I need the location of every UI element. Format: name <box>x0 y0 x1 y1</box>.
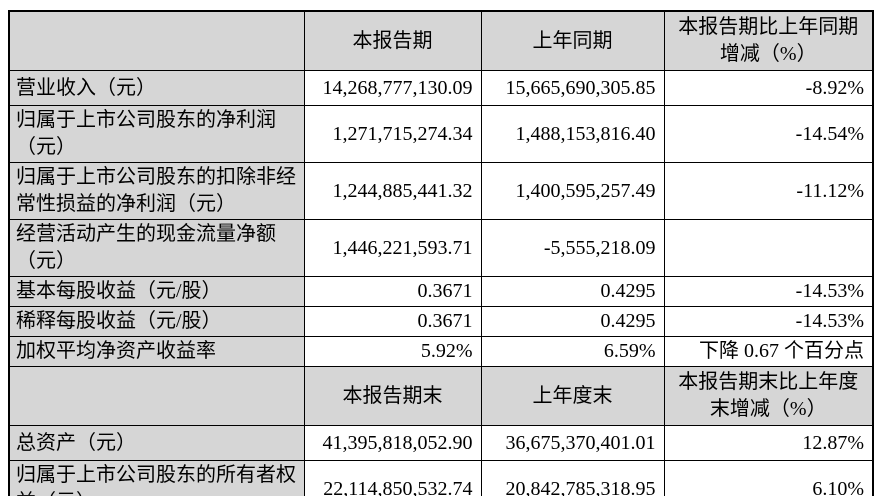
prior-period-cell: 0.4295 <box>480 276 665 307</box>
table-row-operating-cash-flow: 经营活动产生的现金流量净额（元） 1,446,221,593.71 -5,555… <box>8 219 874 277</box>
change-cell: -8.92% <box>663 70 874 106</box>
change-cell: -14.53% <box>663 276 874 307</box>
current-period-cell: 0.3671 <box>303 276 482 307</box>
prior-period-cell: 1,488,153,816.40 <box>480 105 665 163</box>
prior-period-header: 上年同期 <box>480 10 665 71</box>
period-end-header: 本报告期末 <box>303 366 482 426</box>
prior-period-cell: -5,555,218.09 <box>480 219 665 277</box>
change-cell: 6.10% <box>663 460 874 496</box>
financial-summary-table: 本报告期 上年同期 本报告期比上年同期 增减（%） 营业收入（元） 14,268… <box>8 10 874 496</box>
prior-period-cell: 6.59% <box>480 336 665 367</box>
table-row-total-assets: 总资产（元） 41,395,818,052.90 36,675,370,401.… <box>8 425 874 461</box>
metric-label-cell: 总资产（元） <box>8 425 305 461</box>
prior-period-cell: 0.4295 <box>480 306 665 337</box>
change-cell: -14.54% <box>663 105 874 163</box>
change-cell: -14.53% <box>663 306 874 337</box>
metric-label-cell: 归属于上市公司股东的净利润（元） <box>8 105 305 163</box>
metric-label-cell: 归属于上市公司股东的扣除非经常性损益的净利润（元） <box>8 162 305 220</box>
period-end-header-row: 本报告期末 上年度末 本报告期末比上年度 末增减（%） <box>8 366 874 426</box>
prior-period-cell: 1,400,595,257.49 <box>480 162 665 220</box>
metric-label-cell: 经营活动产生的现金流量净额（元） <box>8 219 305 277</box>
prior-period-cell: 15,665,690,305.85 <box>480 70 665 106</box>
current-period-cell: 14,268,777,130.09 <box>303 70 482 106</box>
current-period-cell: 1,244,885,441.32 <box>303 162 482 220</box>
period-end-change-header: 本报告期末比上年度 末增减（%） <box>663 366 874 426</box>
table-row-basic-eps: 基本每股收益（元/股） 0.3671 0.4295 -14.53% <box>8 276 874 307</box>
change-cell: 下降 0.67 个百分点 <box>663 336 874 367</box>
table-row-net-profit-deducted: 归属于上市公司股东的扣除非经常性损益的净利润（元） 1,244,885,441.… <box>8 162 874 220</box>
current-period-cell: 41,395,818,052.90 <box>303 425 482 461</box>
table-row-weighted-roe: 加权平均净资产收益率 5.92% 6.59% 下降 0.67 个百分点 <box>8 336 874 367</box>
period-change-header: 本报告期比上年同期 增减（%） <box>663 10 874 71</box>
prior-period-cell: 20,842,785,318.95 <box>480 460 665 496</box>
table-row-net-profit: 归属于上市公司股东的净利润（元） 1,271,715,274.34 1,488,… <box>8 105 874 163</box>
current-period-cell: 0.3671 <box>303 306 482 337</box>
current-period-cell: 5.92% <box>303 336 482 367</box>
metric-label-cell: 营业收入（元） <box>8 70 305 106</box>
current-period-cell: 22,114,850,532.74 <box>303 460 482 496</box>
change-cell: 12.87% <box>663 425 874 461</box>
change-cell: -11.12% <box>663 162 874 220</box>
metric-label-cell: 稀释每股收益（元/股） <box>8 306 305 337</box>
prior-period-cell: 36,675,370,401.01 <box>480 425 665 461</box>
current-period-cell: 1,446,221,593.71 <box>303 219 482 277</box>
metric-label-cell: 基本每股收益（元/股） <box>8 276 305 307</box>
current-period-header: 本报告期 <box>303 10 482 71</box>
table-row-owners-equity: 归属于上市公司股东的所有者权益（元） 22,114,850,532.74 20,… <box>8 460 874 496</box>
corner-cell <box>8 366 305 426</box>
period-header-row: 本报告期 上年同期 本报告期比上年同期 增减（%） <box>8 10 874 71</box>
table-row-diluted-eps: 稀释每股收益（元/股） 0.3671 0.4295 -14.53% <box>8 306 874 337</box>
change-cell <box>663 219 874 277</box>
metric-label-cell: 归属于上市公司股东的所有者权益（元） <box>8 460 305 496</box>
table-row-revenue: 营业收入（元） 14,268,777,130.09 15,665,690,305… <box>8 70 874 106</box>
corner-cell <box>8 10 305 71</box>
current-period-cell: 1,271,715,274.34 <box>303 105 482 163</box>
prior-year-end-header: 上年度末 <box>480 366 665 426</box>
metric-label-cell: 加权平均净资产收益率 <box>8 336 305 367</box>
